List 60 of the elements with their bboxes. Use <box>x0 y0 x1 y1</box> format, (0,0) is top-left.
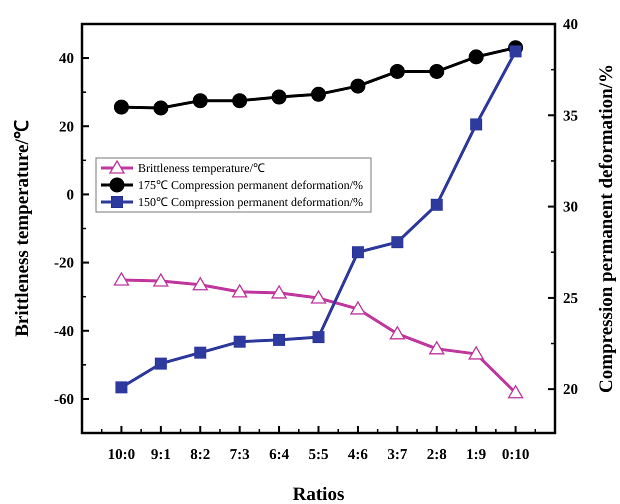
point <box>508 385 524 398</box>
y-tick-label: -60 <box>54 392 74 408</box>
y2-tick-label: 25 <box>563 290 578 307</box>
point <box>391 236 404 248</box>
point <box>390 326 405 340</box>
point <box>311 86 326 102</box>
y-tick-label: 20 <box>59 119 74 136</box>
point <box>429 341 444 354</box>
point <box>312 331 324 344</box>
y2-tick-label: 30 <box>563 200 578 216</box>
x-tick-label: 0:10 <box>502 447 530 463</box>
legend-label: 150℃ Compression permanent deformation/% <box>138 195 363 209</box>
point <box>272 90 287 105</box>
point <box>350 301 366 315</box>
point <box>271 285 287 299</box>
legend-label: 175℃ Compression permanent deformation/% <box>138 178 363 192</box>
point <box>390 64 405 79</box>
y-tick-label: 0 <box>66 187 74 204</box>
point <box>429 64 444 79</box>
x-tick-label: 9:1 <box>150 447 171 463</box>
point <box>153 100 168 116</box>
y2-tick-label: 35 <box>563 108 578 124</box>
y-tick-label: -20 <box>54 256 74 272</box>
x-tick-label: 3:7 <box>387 447 408 463</box>
point <box>232 284 248 298</box>
x-axis-title: Ratios <box>292 484 344 504</box>
y-axis-title: Brittleness temperature/℃ <box>12 120 33 337</box>
point <box>153 273 168 287</box>
point <box>192 93 208 108</box>
point <box>468 346 484 360</box>
x-tick-label: 10:0 <box>108 447 136 463</box>
point <box>192 277 208 290</box>
point <box>154 358 167 370</box>
point <box>510 45 522 58</box>
point <box>352 246 364 258</box>
y2-axis-title: Compression permanent deformation/% <box>596 64 617 393</box>
y-tick-label: -40 <box>54 324 74 340</box>
x-tick-label: 8:2 <box>190 447 210 463</box>
point <box>350 78 366 94</box>
point <box>470 118 482 130</box>
point <box>115 381 128 394</box>
point <box>194 346 206 359</box>
point <box>273 334 286 346</box>
y2-tick-label: 20 <box>563 382 578 398</box>
point <box>468 49 484 64</box>
legend-label: Brittleness temperature/℃ <box>138 161 265 175</box>
point <box>114 100 129 115</box>
x-tick-label: 4:6 <box>348 447 368 463</box>
y2-tick-label: 40 <box>563 17 578 33</box>
x-tick-label: 5:5 <box>308 447 328 463</box>
y-tick-label: 40 <box>59 51 74 68</box>
x-tick-label: 1:9 <box>466 447 486 463</box>
point <box>430 198 443 211</box>
point <box>232 93 248 108</box>
x-tick-label: 6:4 <box>269 447 290 463</box>
x-tick-label: 2:8 <box>426 447 447 463</box>
point <box>310 290 326 304</box>
x-tick-label: 7:3 <box>230 447 250 463</box>
point <box>234 336 246 348</box>
point <box>114 272 130 286</box>
